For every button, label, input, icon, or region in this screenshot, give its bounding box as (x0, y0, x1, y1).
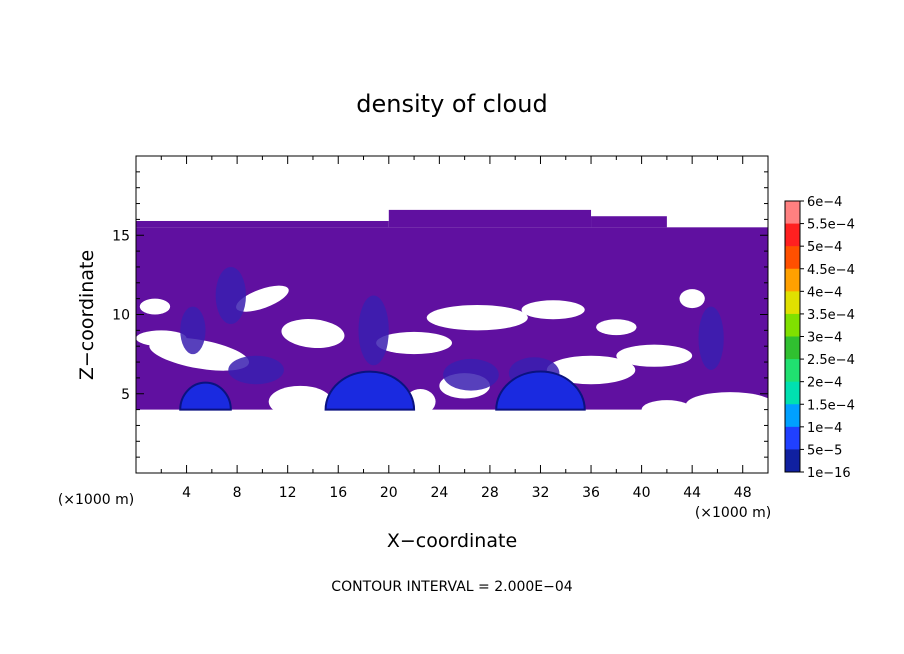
x-tick-label: 32 (532, 485, 550, 501)
low-density-patch (215, 266, 246, 325)
colorbar-swatch (785, 404, 800, 428)
colorbar-label: 6e−4 (807, 195, 842, 210)
clear-air-gap (139, 298, 171, 315)
low-density-patch (180, 306, 206, 355)
colorbar-label: 1e−4 (807, 421, 842, 436)
colorbar-label: 2e−4 (807, 376, 842, 391)
colorbar-swatch (785, 359, 800, 383)
colorbar-label: 5e−5 (807, 443, 842, 458)
x-tick-label: 36 (582, 485, 600, 501)
x-tick-label: 20 (380, 485, 398, 501)
clear-air-gap (685, 392, 768, 418)
colorbar-swatch (785, 291, 800, 315)
x-axis-label: X−coordinate (387, 530, 517, 552)
colorbar-label: 5.5e−4 (807, 218, 855, 233)
x-tick-label: 40 (633, 485, 651, 501)
cloud-top-edge (136, 220, 389, 228)
x-tick-label: 12 (279, 485, 297, 501)
contour-interval-footer: CONTOUR INTERVAL = 2.000E−04 (331, 579, 572, 595)
colorbar-swatch (785, 313, 800, 337)
clear-air-gap (679, 289, 705, 309)
x-tick-label: 24 (430, 485, 448, 501)
x-tick-label: 44 (683, 485, 701, 501)
x-tick-label: 16 (329, 485, 347, 501)
clear-air-gap (149, 337, 250, 371)
x-tick-label: 48 (734, 485, 752, 501)
colorbar-label: 5e−4 (807, 240, 842, 255)
colorbar-label: 1.5e−4 (807, 398, 855, 413)
colorbar-swatch (785, 223, 800, 247)
clear-air-gap (236, 285, 289, 312)
y-tick-label: 5 (121, 387, 130, 403)
colorbar-label: 3e−4 (807, 331, 842, 346)
y-unit-label: (×1000 m) (58, 492, 134, 508)
low-density-patch (698, 306, 724, 370)
clear-air-gap (546, 355, 636, 385)
chart-title: density of cloud (356, 90, 547, 118)
y-tick-label: 10 (112, 308, 130, 324)
x-unit-label: (×1000 m) (695, 505, 771, 521)
low-density-patch (228, 355, 284, 385)
clear-air-gap (376, 331, 452, 355)
colorbar-label: 3.5e−4 (807, 308, 855, 323)
colorbar-swatch (785, 201, 800, 225)
low-density-patch (443, 358, 499, 391)
low-density-patch (358, 295, 389, 366)
colorbar-swatch (785, 426, 800, 450)
x-axis-ticks: 4 8 12 16 20 24 28 32 36 40 44 48 (160, 156, 752, 501)
y-axis-label: Z−coordinate (76, 250, 98, 380)
colorbar-label: 4e−4 (807, 285, 842, 300)
colorbar-swatch (785, 246, 800, 270)
dense-core (324, 370, 416, 411)
colorbar-label: 2.5e−4 (807, 353, 855, 368)
clear-air-gap (136, 330, 187, 347)
clear-air-gap (641, 400, 693, 420)
colorbar-swatch (785, 381, 800, 405)
x-tick-label: 4 (182, 485, 191, 501)
colorbar-label: 1e−16 (807, 466, 851, 481)
colorbar-swatch (785, 336, 800, 360)
colorbar: 6e−4 5.5e−4 5e−4 4.5e−4 4e−4 3.5e−4 3e−4 2.5e−4… (784, 195, 855, 481)
dense-core (179, 381, 232, 411)
y-tick-label: 15 (112, 228, 130, 244)
clear-air-gap (596, 319, 637, 336)
cloud-top-edge (388, 209, 592, 228)
colorbar-swatch (785, 449, 800, 473)
cloud-density-field (136, 209, 768, 420)
colorbar-swatch (785, 268, 800, 292)
clear-air-gap (521, 300, 585, 320)
cloud-top-edge (591, 216, 667, 228)
x-tick-label: 8 (233, 485, 242, 501)
clear-air-gap (616, 344, 693, 367)
y-axis-ticks: 5 10 15 (112, 171, 768, 458)
dense-core (495, 370, 586, 411)
colorbar-label: 4.5e−4 (807, 263, 855, 278)
clear-air-gap (268, 385, 332, 418)
clear-air-gap (426, 304, 528, 331)
clear-air-gap (281, 319, 345, 348)
x-tick-label: 28 (481, 485, 499, 501)
